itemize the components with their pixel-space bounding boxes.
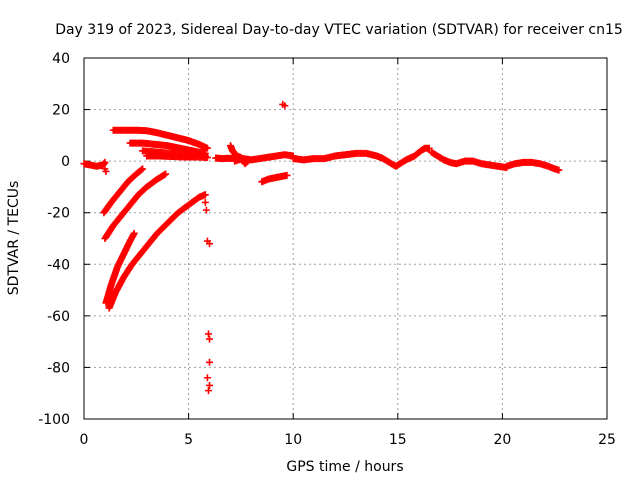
data-point: [206, 381, 214, 389]
tick-marks: [83, 57, 608, 420]
data-point: [201, 198, 209, 206]
data-point: [202, 206, 210, 214]
data-point: [206, 335, 214, 343]
chart-title: Day 319 of 2023, Sidereal Day-to-day VTE…: [55, 22, 623, 38]
x-tick-label: 10: [284, 432, 302, 448]
data-point: [425, 144, 433, 152]
data-point: [102, 167, 110, 175]
y-axis-label: SDTVAR / TECUs: [6, 181, 22, 296]
data-point: [162, 170, 170, 178]
y-tick-label: 0: [61, 154, 70, 170]
data-point: [139, 165, 147, 173]
data-point: [130, 229, 138, 237]
y-tick-label: -20: [47, 206, 70, 222]
y-tick-label: -100: [38, 412, 70, 428]
x-tick-label: 20: [493, 432, 511, 448]
data-points: [80, 100, 563, 395]
data-point: [555, 166, 563, 174]
data-point: [281, 102, 289, 110]
data-point: [203, 144, 211, 152]
data-point: [203, 154, 211, 162]
grid-lines: [84, 58, 607, 419]
data-point: [204, 330, 212, 338]
data-point: [204, 387, 212, 395]
data-point: [203, 374, 211, 382]
x-tick-label: 0: [80, 432, 89, 448]
x-axis-label: GPS time / hours: [286, 459, 403, 475]
data-point: [138, 166, 146, 174]
plot-frame: [83, 57, 608, 420]
data-point: [206, 240, 214, 248]
data-point: [206, 358, 214, 366]
x-tick-label: 15: [389, 432, 407, 448]
y-tick-label: -60: [47, 309, 70, 325]
data-point: [283, 171, 291, 179]
y-tick-label: -80: [47, 360, 70, 376]
y-tick-label: 20: [52, 103, 70, 119]
x-tick-label: 5: [184, 432, 193, 448]
data-point: [101, 158, 109, 166]
data-point: [201, 191, 209, 199]
x-tick-label: 25: [598, 432, 616, 448]
y-tick-label: -40: [47, 257, 70, 273]
y-tick-label: 40: [52, 51, 70, 67]
tick-labels: 0 5 10 15 20 25 -100 -80 -60 -40 -20 0 20 40: [38, 51, 616, 448]
